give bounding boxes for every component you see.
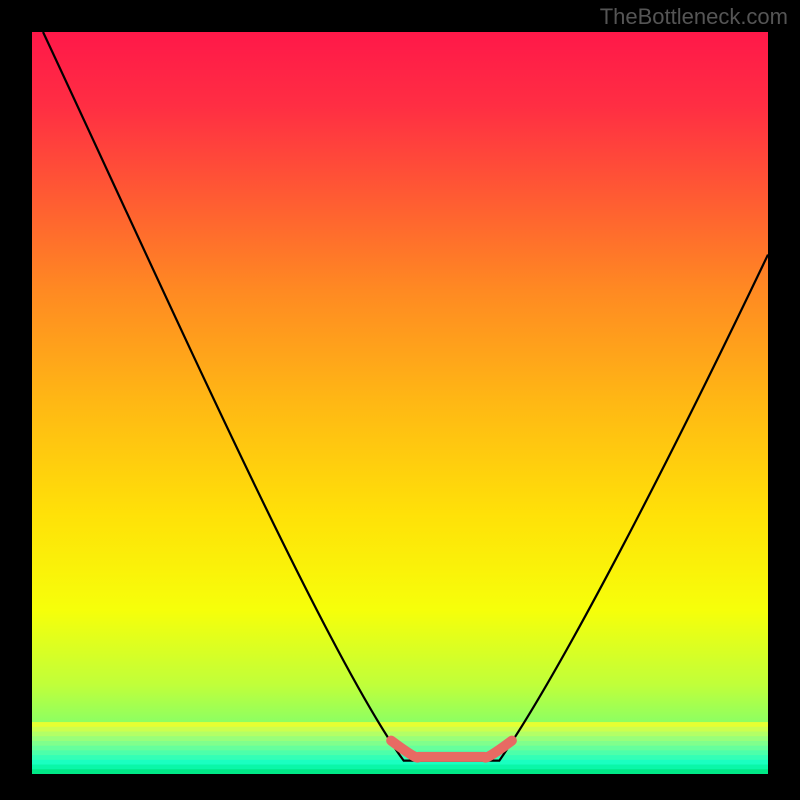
gradient-background [32, 32, 768, 774]
bottom-stripe [32, 765, 768, 770]
bottom-stripe [32, 727, 768, 732]
bottom-stripe [32, 732, 768, 737]
bottom-stripe [32, 736, 768, 741]
bottom-stripe [32, 769, 768, 774]
bottom-stripe [32, 760, 768, 765]
chart-plot-area [32, 32, 768, 774]
bottleneck-chart [32, 32, 768, 774]
watermark-text: TheBottleneck.com [600, 4, 788, 30]
bottom-stripe [32, 722, 768, 727]
